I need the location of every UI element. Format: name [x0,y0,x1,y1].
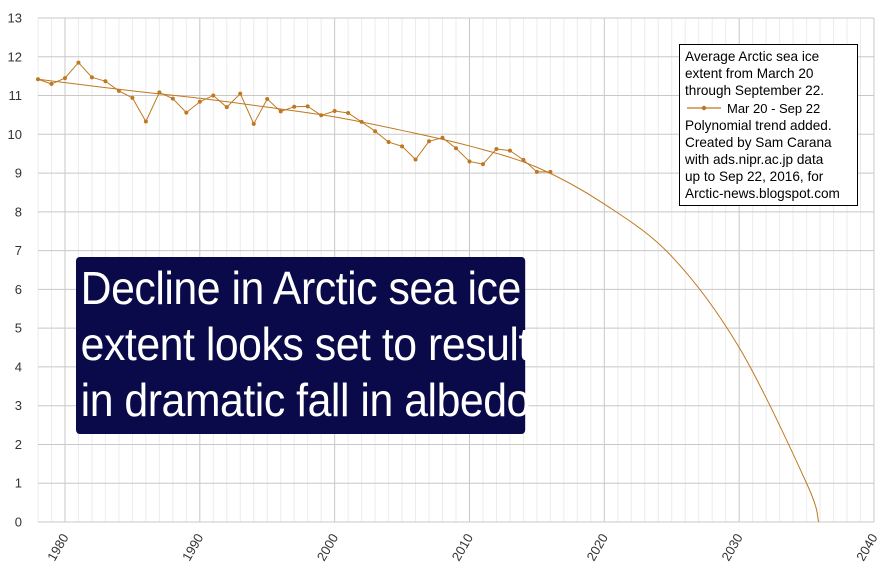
data-point [400,144,405,149]
y-tick-label: 0 [15,515,22,530]
legend-note-line: Polynomial trend added. [685,118,832,133]
legend-title-line: extent from March 20 [685,66,814,81]
y-tick-label: 13 [8,11,22,26]
data-point [130,95,135,100]
legend-note-line: up to Sep 22, 2016, for [685,169,824,184]
data-point [278,109,283,114]
data-point [116,88,121,93]
y-tick-label: 9 [15,166,22,181]
y-tick-label: 2 [15,437,22,452]
y-tick-label: 8 [15,204,22,219]
data-point [386,140,391,145]
series-layer [36,60,820,523]
data-point [251,121,256,126]
data-point [373,129,378,134]
data-point [49,81,54,86]
legend-line-marker-icon [687,105,721,111]
data-point [103,79,108,84]
legend-box: Average Arctic sea ice extent from March… [679,44,858,206]
data-point [305,104,310,109]
data-point [89,75,94,80]
data-point [76,60,81,65]
data-point [413,157,418,162]
data-point [197,99,202,104]
y-tick-label: 10 [8,127,22,142]
x-tick-label: 2000 [314,531,341,564]
data-point [224,105,229,110]
x-tick-label: 2040 [853,531,880,564]
y-tick-label: 1 [15,476,22,491]
y-tick-label: 5 [15,321,22,336]
legend-note-line: Created by Sam Carana [685,135,832,150]
x-tick-label: 2030 [718,531,745,564]
x-tick-label: 1990 [179,531,206,564]
x-tick-label: 2020 [583,531,610,564]
data-point [332,109,337,114]
data-point [170,96,175,101]
data-point [467,159,472,164]
data-point [494,147,499,152]
trend-line [37,78,820,523]
data-point [521,157,526,162]
data-point [211,93,216,98]
data-point [534,169,539,174]
data-point [143,119,148,124]
y-tick-label: 4 [15,359,22,374]
data-point [427,139,432,144]
data-point [454,146,458,151]
data-point [184,110,189,115]
data-point [346,110,351,115]
y-tick-label: 12 [8,49,22,64]
y-tick-label: 7 [15,243,22,258]
legend-note-line: with ads.nipr.ac.jp data [685,152,824,167]
data-point [507,148,512,153]
data-point [265,97,270,102]
y-tick-label: 11 [9,88,23,103]
data-point [480,162,485,167]
x-tick-label: 1980 [44,531,71,564]
data-point [238,91,243,96]
legend-note-line: Arctic-news.blogspot.com [685,186,840,201]
legend-title-line: Average Arctic sea ice [685,49,820,64]
data-point [292,104,297,109]
headline-line: extent looks set to result [80,318,531,370]
x-tick-label: 2010 [449,531,476,564]
legend-title-line: through September 22. [685,83,825,98]
legend-series-label: Mar 20 - Sep 22 [727,100,821,116]
data-point [62,76,67,81]
headline-banner: Decline in Arctic sea ice extent looks s… [76,257,531,434]
y-tick-label: 6 [15,282,22,297]
headline-line: Decline in Arctic sea ice [80,262,522,314]
headline-line: in dramatic fall in albedo [80,374,531,426]
x-axis-ticks: 1980 1990 2000 2010 2020 2030 2040 [44,531,880,564]
legend-series-entry: Mar 20 - Sep 22 [685,99,852,117]
y-tick-label: 3 [15,398,22,413]
